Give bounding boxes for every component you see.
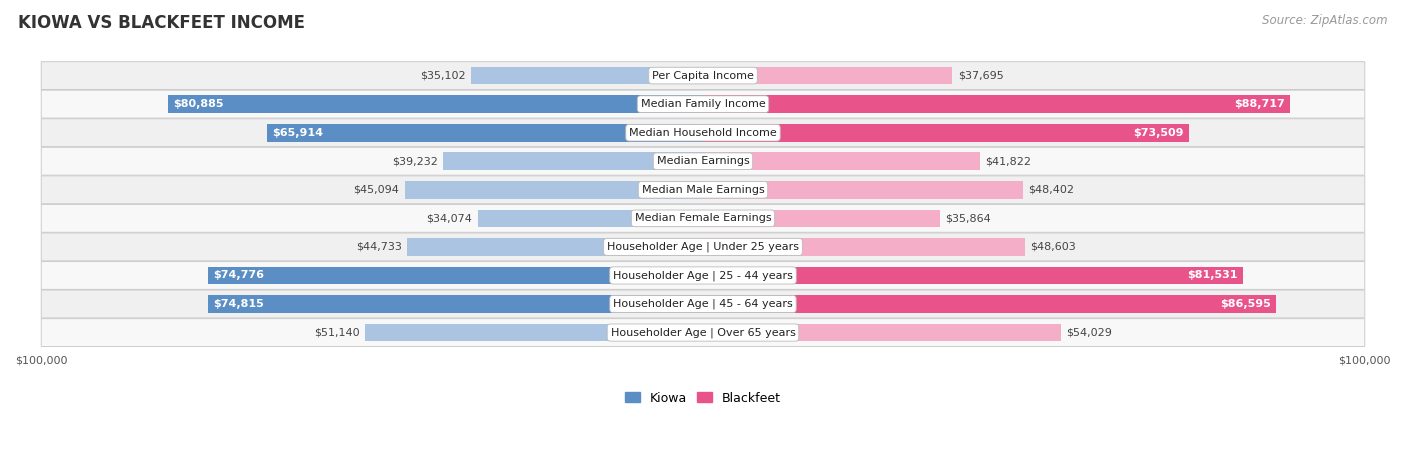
Bar — [703, 152, 980, 170]
Text: $39,232: $39,232 — [392, 156, 439, 166]
Text: $88,717: $88,717 — [1234, 99, 1285, 109]
Bar — [703, 95, 1291, 113]
Bar — [703, 67, 952, 85]
Bar — [208, 267, 703, 284]
Bar — [703, 124, 1189, 142]
Text: $81,531: $81,531 — [1187, 270, 1237, 281]
FancyBboxPatch shape — [41, 290, 1365, 318]
Text: Median Female Earnings: Median Female Earnings — [634, 213, 772, 223]
Bar — [478, 210, 703, 227]
Text: Median Family Income: Median Family Income — [641, 99, 765, 109]
Bar — [703, 324, 1060, 341]
FancyBboxPatch shape — [41, 62, 1365, 90]
Legend: Kiowa, Blackfeet: Kiowa, Blackfeet — [620, 387, 786, 410]
Text: Per Capita Income: Per Capita Income — [652, 71, 754, 81]
FancyBboxPatch shape — [41, 147, 1365, 175]
Bar — [443, 152, 703, 170]
Text: $34,074: $34,074 — [426, 213, 472, 223]
Bar — [208, 295, 703, 313]
Bar — [267, 124, 703, 142]
Text: Householder Age | Over 65 years: Householder Age | Over 65 years — [610, 327, 796, 338]
FancyBboxPatch shape — [41, 205, 1365, 232]
Bar — [406, 238, 703, 256]
Bar — [703, 267, 1243, 284]
Text: Householder Age | 25 - 44 years: Householder Age | 25 - 44 years — [613, 270, 793, 281]
Text: $65,914: $65,914 — [273, 127, 323, 138]
Bar — [703, 295, 1277, 313]
Text: $35,102: $35,102 — [420, 71, 465, 81]
Text: $74,815: $74,815 — [214, 299, 264, 309]
Bar — [703, 181, 1024, 198]
Bar — [364, 324, 703, 341]
Text: Householder Age | Under 25 years: Householder Age | Under 25 years — [607, 241, 799, 252]
Text: $80,885: $80,885 — [173, 99, 224, 109]
Text: Median Male Earnings: Median Male Earnings — [641, 185, 765, 195]
Text: $86,595: $86,595 — [1220, 299, 1271, 309]
Text: $35,864: $35,864 — [946, 213, 991, 223]
Text: Median Household Income: Median Household Income — [628, 127, 778, 138]
Text: $41,822: $41,822 — [986, 156, 1031, 166]
Bar — [167, 95, 703, 113]
Text: Source: ZipAtlas.com: Source: ZipAtlas.com — [1263, 14, 1388, 27]
Text: $37,695: $37,695 — [957, 71, 1004, 81]
Text: KIOWA VS BLACKFEET INCOME: KIOWA VS BLACKFEET INCOME — [18, 14, 305, 32]
Text: $51,140: $51,140 — [314, 327, 360, 338]
Text: $74,776: $74,776 — [214, 270, 264, 281]
FancyBboxPatch shape — [41, 233, 1365, 261]
FancyBboxPatch shape — [41, 262, 1365, 290]
FancyBboxPatch shape — [41, 318, 1365, 347]
FancyBboxPatch shape — [41, 119, 1365, 147]
Text: $44,733: $44,733 — [356, 242, 402, 252]
Bar — [471, 67, 703, 85]
FancyBboxPatch shape — [41, 176, 1365, 204]
Text: $73,509: $73,509 — [1133, 127, 1184, 138]
Bar — [703, 238, 1025, 256]
Text: Median Earnings: Median Earnings — [657, 156, 749, 166]
Text: $48,402: $48,402 — [1029, 185, 1074, 195]
Text: $45,094: $45,094 — [353, 185, 399, 195]
Text: Householder Age | 45 - 64 years: Householder Age | 45 - 64 years — [613, 299, 793, 309]
Text: $48,603: $48,603 — [1031, 242, 1076, 252]
Bar — [703, 210, 941, 227]
FancyBboxPatch shape — [41, 90, 1365, 118]
Bar — [405, 181, 703, 198]
Text: $54,029: $54,029 — [1066, 327, 1112, 338]
